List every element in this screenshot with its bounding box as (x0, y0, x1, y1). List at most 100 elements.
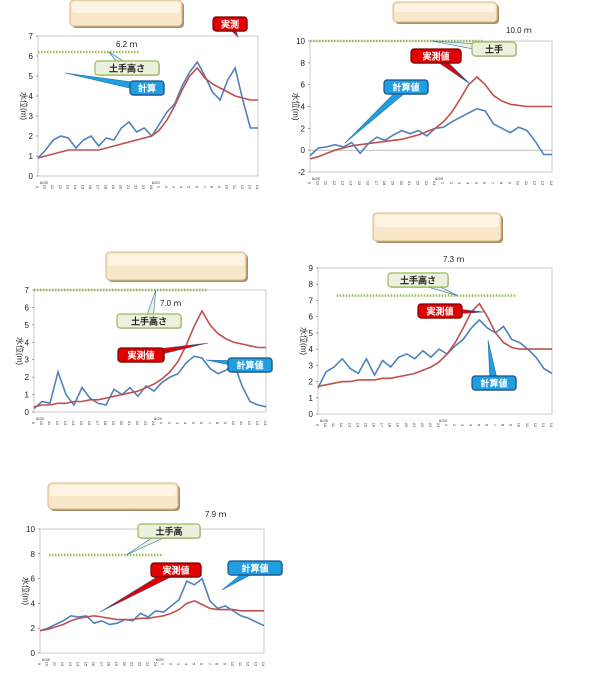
x-tick-label: 12 (532, 181, 537, 186)
x-tick-label: 20 (118, 185, 123, 190)
measured-callout: 実測値 (99, 562, 202, 613)
x-tick-label: 8 (215, 663, 220, 666)
calculated-callout-text: 計算値 (236, 360, 263, 371)
x-tick-label: 4 (179, 186, 184, 189)
y-tick-label: 0 (309, 410, 314, 419)
y-tick-label: 6 (309, 313, 314, 322)
x-tick-label: 3 (460, 424, 465, 427)
y-tick-label: 1 (29, 152, 34, 161)
x-tick-label: 21 (127, 421, 132, 426)
measured-callout: 実測値 (117, 342, 209, 363)
x-tick-label: 8 (215, 422, 220, 425)
x-tick-label: 16 (88, 185, 93, 190)
x-tick-label: 7 (207, 663, 212, 666)
x-tick-label: 12 (240, 185, 245, 190)
y-tick-label: 1 (309, 394, 314, 403)
x-tick-label: 1 (159, 422, 164, 425)
calculated-callout: 計算値 (221, 560, 283, 591)
x-tick-label: 22 (137, 662, 142, 667)
x-tick-label: 2 (449, 182, 454, 185)
chart-title-box (372, 212, 503, 243)
y-tick-label: 5 (25, 321, 30, 330)
y-tick-label: 6 (301, 81, 306, 90)
x-tick-label: 10 (45, 662, 50, 667)
bank-level-value: 7.9 ｍ (205, 510, 226, 519)
date-label: 6/28 (36, 416, 45, 421)
bank-level-value: 7.3 ｍ (443, 255, 464, 264)
x-tick-label: 20 (404, 423, 409, 428)
x-tick-label: 11 (238, 662, 243, 667)
chart-1: 同尻辺り01234567水位(m)91011121314151617181920… (19, 4, 260, 190)
x-tick-label: 21 (126, 185, 131, 190)
x-tick-label: 9 (35, 186, 40, 189)
x-tick-label: 16 (87, 421, 92, 426)
y-axis-label: 水位(m) (299, 327, 309, 355)
x-tick-label: 11 (324, 181, 329, 186)
x-tick-label: 12 (60, 662, 65, 667)
x-tick-label: 10 (315, 181, 320, 186)
y-tick-label: 9 (309, 264, 314, 273)
x-tick-label: 11 (52, 662, 57, 667)
bank-level-value: 6.2 ｍ (116, 40, 137, 49)
x-tick-label: 2 (164, 186, 169, 189)
x-tick-label: 7 (491, 182, 496, 185)
measured-callout-text: 実測値 (162, 565, 189, 576)
x-tick-label: 9 (223, 422, 228, 425)
y-tick-label: 3 (29, 112, 34, 121)
x-tick-label: 4 (183, 422, 188, 425)
x-tick-label: 19 (114, 662, 119, 667)
x-tick-label: 9 (37, 663, 42, 666)
x-tick-label: 9 (509, 424, 514, 427)
x-tick-label: 5 (476, 424, 481, 427)
x-tick-label: 6 (484, 424, 489, 427)
y-tick-label: 8 (309, 280, 314, 289)
x-tick-label: 17 (95, 421, 100, 426)
x-tick-label: 15 (83, 662, 88, 667)
x-tick-label: 8 (501, 424, 506, 427)
x-tick-label: 16 (371, 423, 376, 428)
date-label: 6/28 (42, 657, 51, 662)
x-tick-label: 15 (363, 423, 368, 428)
x-tick-label: 10 (43, 185, 48, 190)
x-tick-label: 9 (315, 424, 320, 427)
calculated-callout: 計算値 (471, 339, 517, 391)
y-tick-label: 7 (309, 296, 314, 305)
x-tick-label: 19 (390, 181, 395, 186)
x-tick-label: 5 (191, 422, 196, 425)
x-tick-label: 4 (466, 182, 471, 185)
calculated-series-line (39, 577, 265, 632)
bank-height-callout: 土手高 (126, 523, 201, 556)
bank-height-callout: 土手高さ (387, 272, 458, 296)
x-tick-label: 24 (436, 423, 441, 428)
x-tick-label: 12 (332, 181, 337, 186)
x-tick-label: 23 (141, 185, 146, 190)
x-tick-label: 10 (231, 421, 236, 426)
x-tick-label: 12 (246, 662, 251, 667)
x-tick-label: 24 (149, 185, 154, 190)
bank-height-callout-text: 土手 (485, 44, 503, 55)
x-tick-label: 6 (194, 186, 199, 189)
x-tick-label: 16 (365, 181, 370, 186)
y-tick-label: 6 (25, 303, 30, 312)
x-tick-label: 18 (107, 662, 112, 667)
calculated-callout: 計算値 (205, 357, 273, 373)
y-tick-label: 2 (309, 378, 314, 387)
x-tick-label: 7 (202, 186, 207, 189)
x-tick-label: 15 (357, 181, 362, 186)
x-tick-label: 12 (55, 421, 60, 426)
y-tick-label: 2 (29, 132, 34, 141)
x-tick-label: 20 (119, 421, 124, 426)
x-tick-label: 9 (507, 182, 512, 185)
x-tick-label: 11 (239, 421, 244, 426)
x-tick-label: 14 (76, 662, 81, 667)
plot-area (39, 528, 265, 654)
bank-height-callout-text: 土手高さ (400, 275, 436, 286)
chart-title-box (47, 482, 180, 511)
x-tick-label: 2 (168, 663, 173, 666)
date-label: 6/29 (156, 657, 165, 662)
measured-callout-text: 実測値 (426, 306, 453, 317)
x-tick-label: 22 (134, 185, 139, 190)
x-tick-label: 22 (415, 181, 420, 186)
x-tick-label: 24 (432, 181, 437, 186)
